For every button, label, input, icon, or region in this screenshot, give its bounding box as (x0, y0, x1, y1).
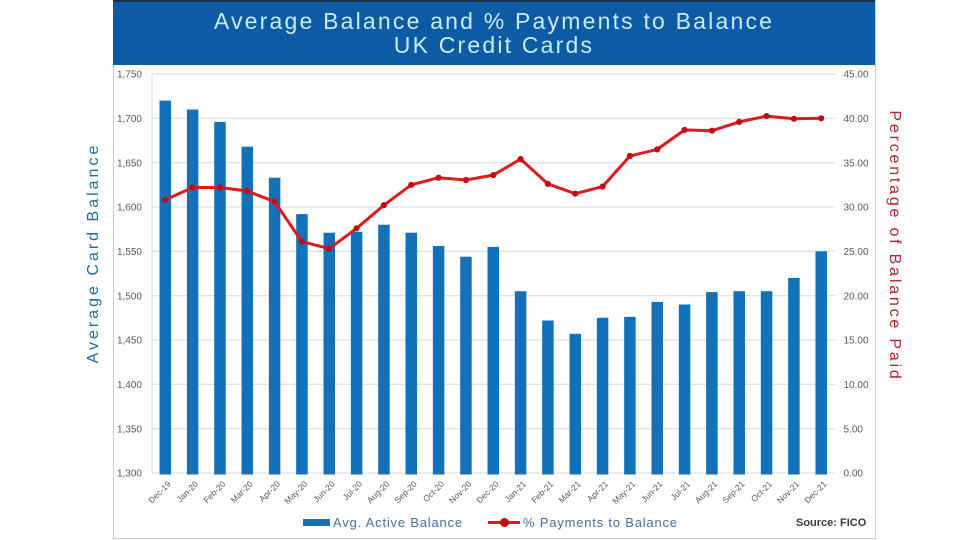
svg-text:Dec-21: Dec-21 (802, 479, 829, 506)
svg-text:Mar-20: Mar-20 (229, 479, 255, 505)
svg-text:15.00: 15.00 (844, 336, 869, 347)
svg-text:Jun-21: Jun-21 (639, 479, 665, 505)
svg-text:Jun-20: Jun-20 (311, 479, 337, 505)
svg-text:5.00: 5.00 (844, 424, 864, 435)
svg-text:1,400: 1,400 (117, 380, 142, 391)
svg-text:30.00: 30.00 (844, 203, 869, 214)
svg-text:40.00: 40.00 (844, 114, 869, 125)
svg-text:25.00: 25.00 (844, 247, 869, 258)
svg-text:Oct-20: Oct-20 (421, 479, 446, 504)
svg-text:1,550: 1,550 (117, 247, 142, 258)
svg-text:Aug-20: Aug-20 (365, 479, 392, 506)
svg-text:Jul-20: Jul-20 (341, 479, 365, 503)
svg-text:Jan-20: Jan-20 (175, 479, 201, 505)
svg-text:May-21: May-21 (610, 479, 637, 506)
svg-text:35.00: 35.00 (844, 158, 869, 169)
svg-text:Dec-20: Dec-20 (474, 479, 501, 506)
svg-text:Nov-20: Nov-20 (447, 479, 474, 506)
svg-text:Apr-20: Apr-20 (257, 479, 282, 504)
svg-text:Sep-21: Sep-21 (720, 479, 747, 506)
svg-text:1,300: 1,300 (117, 469, 142, 480)
svg-text:1,350: 1,350 (117, 424, 142, 435)
svg-text:Aug-21: Aug-21 (693, 479, 720, 506)
svg-text:Nov-21: Nov-21 (775, 479, 802, 506)
svg-text:20.00: 20.00 (844, 291, 869, 302)
svg-text:Mar-21: Mar-21 (556, 479, 582, 505)
svg-text:1,500: 1,500 (117, 291, 142, 302)
svg-text:1,650: 1,650 (117, 158, 142, 169)
svg-text:0.00: 0.00 (844, 469, 864, 480)
svg-text:1,750: 1,750 (117, 70, 142, 81)
svg-text:May-20: May-20 (282, 479, 309, 506)
svg-text:Dec-19: Dec-19 (146, 479, 173, 506)
svg-text:Sep-20: Sep-20 (392, 479, 419, 506)
svg-text:1,700: 1,700 (117, 114, 142, 125)
svg-text:Jul-21: Jul-21 (669, 479, 693, 503)
svg-text:1,450: 1,450 (117, 336, 142, 347)
svg-text:1,600: 1,600 (117, 203, 142, 214)
svg-text:Feb-20: Feb-20 (201, 479, 227, 505)
svg-text:Jan-21: Jan-21 (503, 479, 529, 505)
svg-text:Apr-21: Apr-21 (585, 479, 610, 504)
svg-text:Feb-21: Feb-21 (529, 479, 555, 505)
svg-text:10.00: 10.00 (844, 380, 869, 391)
svg-text:45.00: 45.00 (844, 70, 869, 81)
svg-text:Oct-21: Oct-21 (749, 479, 774, 504)
